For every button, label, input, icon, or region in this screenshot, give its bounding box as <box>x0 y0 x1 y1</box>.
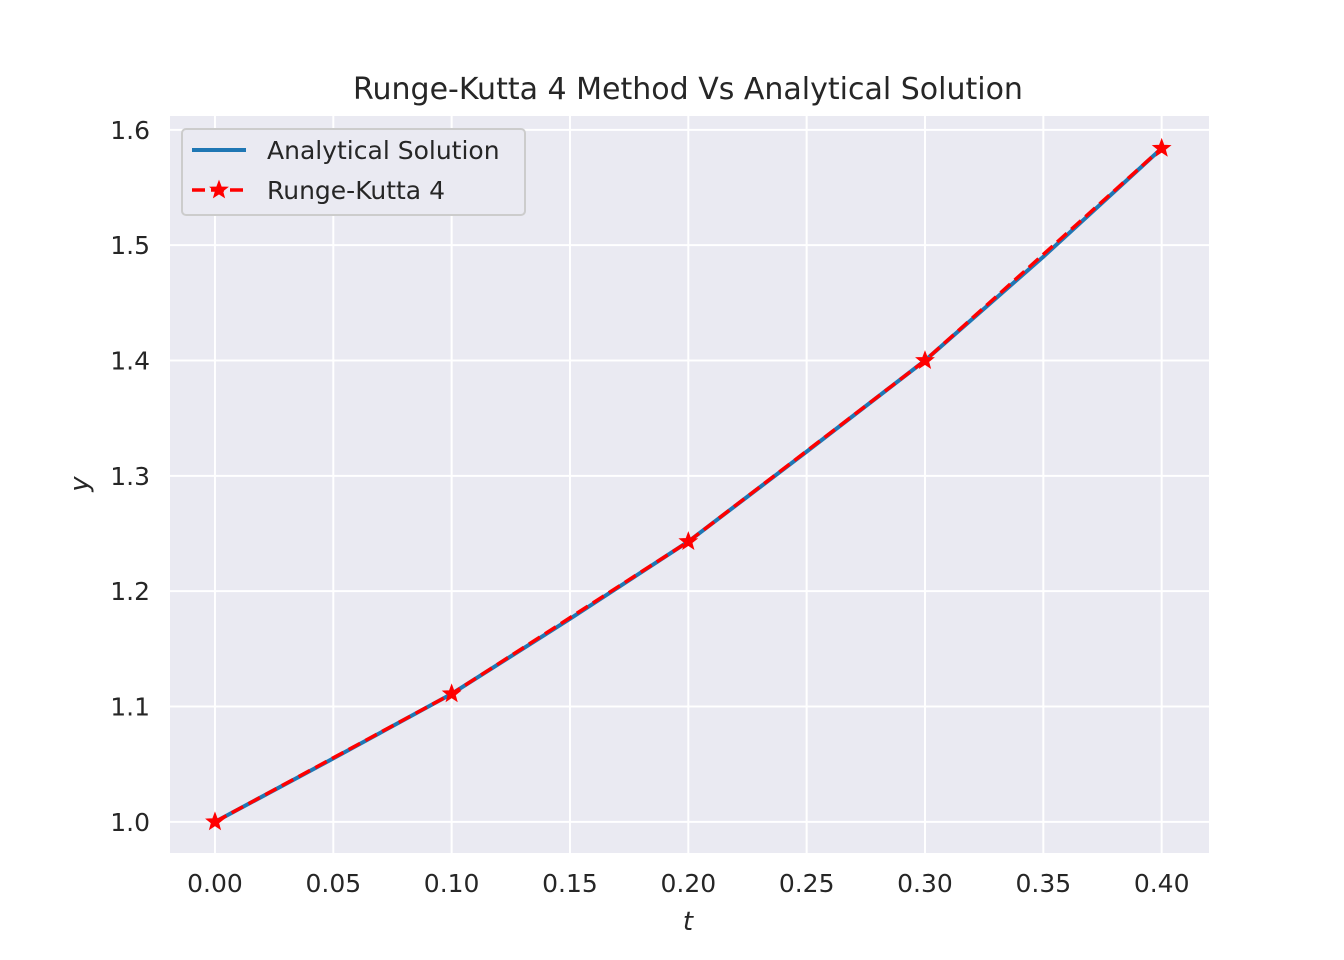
x-tick-label: 0.30 <box>897 869 953 898</box>
y-tick-label: 1.6 <box>110 116 150 145</box>
gridlines <box>170 116 1209 853</box>
x-tick-label: 0.10 <box>424 869 480 898</box>
data-point <box>441 683 462 703</box>
x-tick-label: 0.00 <box>187 869 243 898</box>
series-runge-kutta-4 <box>205 137 1172 831</box>
data-point <box>678 531 699 551</box>
legend-label: Runge-Kutta 4 <box>267 176 445 205</box>
data-point <box>205 811 225 831</box>
x-tick-label: 0.40 <box>1134 869 1190 898</box>
legend-marker <box>209 179 229 199</box>
data-point <box>915 350 935 369</box>
legend-label: Analytical Solution <box>267 136 500 165</box>
x-tick-label: 0.25 <box>779 869 835 898</box>
x-tick-label: 0.15 <box>542 869 598 898</box>
y-tick-label: 1.4 <box>110 347 150 376</box>
x-tick-label: 0.20 <box>660 869 716 898</box>
y-tick-labels: 1.0 1.1 1.2 1.3 1.4 1.5 1.6 <box>110 116 150 837</box>
y-tick-label: 1.5 <box>110 231 150 260</box>
x-tick-label: 0.05 <box>305 869 361 898</box>
data-point <box>1151 137 1172 157</box>
y-tick-label: 1.0 <box>110 808 150 837</box>
chart-title: Runge-Kutta 4 Method Vs Analytical Solut… <box>353 72 1023 107</box>
y-tick-label: 1.1 <box>110 693 150 722</box>
legend: Analytical Solution Runge-Kutta 4 <box>181 128 526 216</box>
x-axis-label: t <box>683 907 694 937</box>
x-tick-labels: 0.00 0.05 0.10 0.15 0.20 0.25 0.30 0.35 0.40 <box>187 869 1189 898</box>
series-line <box>214 146 1163 824</box>
y-tick-label: 1.2 <box>110 577 150 606</box>
plot-area <box>170 116 1209 853</box>
x-tick-label: 0.35 <box>1015 869 1071 898</box>
legend-box <box>181 128 526 216</box>
y-axis-label: y <box>65 476 95 493</box>
series-layer <box>205 137 1172 831</box>
y-tick-label: 1.3 <box>110 462 150 491</box>
